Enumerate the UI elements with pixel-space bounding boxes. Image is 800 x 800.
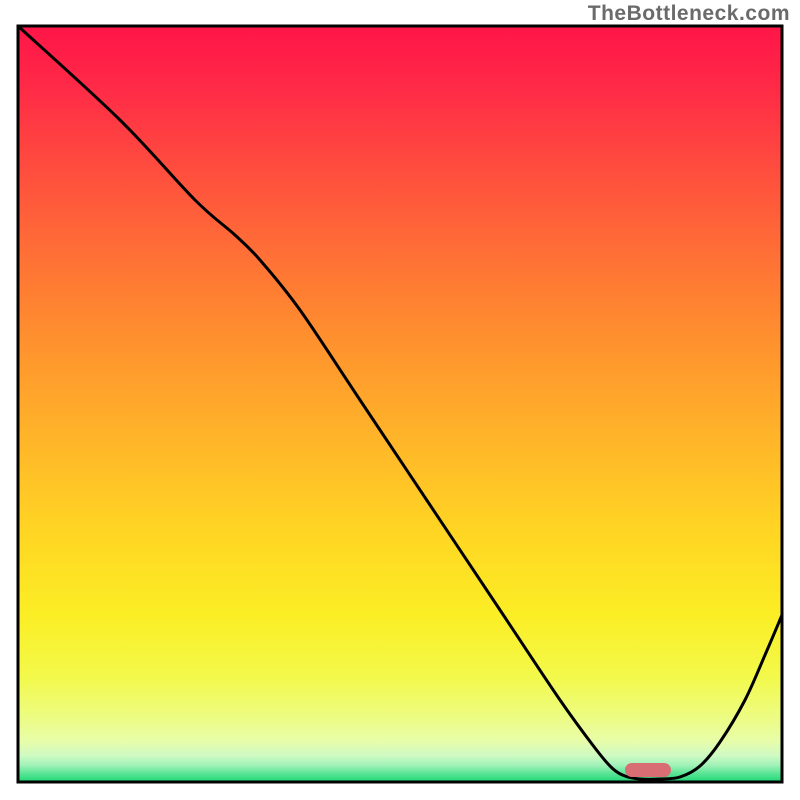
watermark-text: TheBottleneck.com — [588, 2, 790, 26]
chart-container: TheBottleneck.com — [0, 0, 800, 800]
optimal-marker — [625, 763, 671, 777]
bottleneck-chart — [0, 0, 800, 800]
plot-area — [18, 26, 782, 782]
